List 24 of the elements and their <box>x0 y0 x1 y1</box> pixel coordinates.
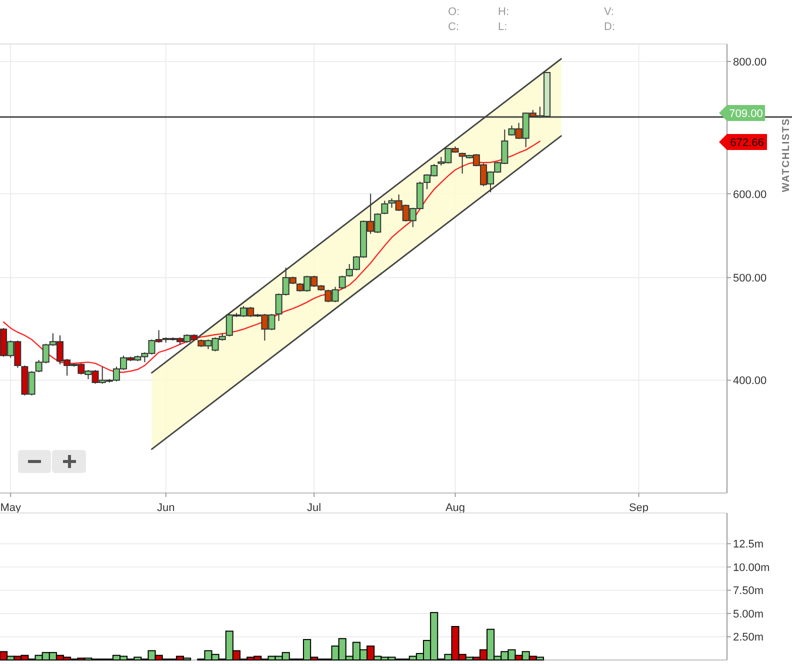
y-tick-label: 500.00 <box>733 272 767 285</box>
text: V: <box>604 6 614 18</box>
y-tick-label: 7.50m <box>733 585 764 598</box>
ref-line-label: 709.00 <box>729 108 763 120</box>
x-tick-label: Sep <box>628 502 649 514</box>
y-tick-label: 5.00m <box>733 608 764 620</box>
y-tick-label: 2.50m <box>733 632 764 644</box>
line-series <box>2 140 541 373</box>
x-tick-label: Jul <box>307 502 322 514</box>
y-tick-label: 800.00 <box>733 56 767 68</box>
text: D: <box>604 21 615 33</box>
text: H: <box>498 6 509 18</box>
y-tick-label: 12.5m <box>733 538 764 551</box>
x-tick-label: May <box>0 502 22 514</box>
text: 672.66 <box>730 137 764 149</box>
x-tick-label: Jun <box>156 502 175 514</box>
text: L: <box>498 21 508 33</box>
text: WATCHLISTS <box>781 118 792 192</box>
y-tick-label: 10.00m <box>733 562 770 574</box>
y-tick-label: 400.00 <box>733 375 767 388</box>
text: O: <box>448 6 460 18</box>
text: C: <box>448 21 459 33</box>
y-tick-label: 600.00 <box>733 188 767 201</box>
x-tick-label: Aug <box>445 502 466 514</box>
